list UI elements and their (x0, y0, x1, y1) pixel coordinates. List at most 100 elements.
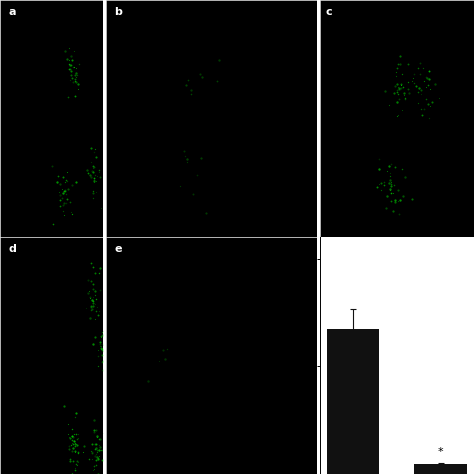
Point (188, 90, 195, 98)
Point (91, 465, 98, 473)
Point (414, 64, 421, 72)
Point (410, 80, 418, 87)
Point (422, 83, 430, 91)
Point (419, 64, 427, 72)
Point (405, 89, 412, 97)
Point (420, 106, 428, 113)
Point (60, 200, 68, 207)
Point (89, 162, 96, 170)
Text: f: f (296, 225, 301, 235)
Point (395, 210, 402, 218)
Point (59, 207, 67, 215)
Point (395, 84, 403, 91)
Point (73, 178, 80, 186)
Point (393, 86, 401, 94)
Point (418, 91, 425, 98)
Point (425, 68, 433, 75)
Point (99, 347, 107, 355)
Point (96, 340, 104, 347)
Point (90, 299, 97, 307)
Point (69, 444, 77, 452)
Point (89, 263, 97, 271)
Point (187, 86, 194, 94)
Point (86, 287, 93, 295)
Point (64, 420, 72, 428)
Point (75, 430, 82, 438)
Point (91, 300, 99, 308)
Point (92, 426, 100, 434)
Point (98, 204, 105, 212)
Point (81, 442, 88, 450)
Point (58, 194, 65, 202)
Point (162, 356, 169, 363)
Point (97, 333, 104, 341)
Point (99, 429, 107, 437)
Point (72, 410, 79, 417)
Point (69, 457, 77, 465)
Point (69, 63, 77, 71)
Point (73, 442, 81, 449)
Point (86, 314, 94, 322)
Point (99, 357, 107, 365)
Point (75, 60, 82, 68)
Point (89, 449, 96, 456)
Point (386, 169, 393, 176)
Point (89, 302, 96, 310)
Point (61, 187, 69, 194)
Point (91, 452, 99, 460)
Point (91, 269, 99, 277)
Point (62, 47, 69, 55)
Point (395, 95, 402, 103)
Point (67, 209, 75, 216)
Point (396, 53, 404, 60)
Point (94, 456, 101, 463)
Point (84, 276, 92, 283)
Point (95, 436, 103, 443)
Point (68, 432, 76, 440)
Point (73, 460, 80, 468)
Point (64, 168, 71, 175)
Point (422, 73, 429, 81)
Point (400, 91, 408, 99)
Point (394, 197, 402, 205)
Point (377, 179, 384, 186)
Point (87, 302, 94, 310)
Point (91, 426, 98, 434)
Text: a: a (8, 7, 16, 17)
Point (417, 86, 425, 93)
Point (95, 168, 102, 175)
Point (91, 440, 99, 448)
Point (99, 366, 107, 374)
Point (184, 77, 191, 84)
Point (86, 171, 94, 178)
Point (56, 191, 64, 199)
Point (65, 60, 73, 68)
Point (91, 292, 99, 299)
Point (414, 89, 422, 96)
Point (71, 447, 79, 455)
Point (70, 63, 78, 71)
Point (189, 190, 197, 198)
Point (68, 447, 76, 455)
Point (65, 56, 73, 64)
Point (99, 456, 107, 464)
Point (99, 331, 107, 339)
Point (88, 305, 95, 312)
Point (72, 442, 79, 450)
Point (99, 328, 106, 336)
Point (401, 94, 409, 102)
Point (401, 173, 409, 180)
Point (381, 178, 388, 186)
Point (423, 74, 431, 82)
Text: d: d (8, 244, 16, 254)
Point (73, 457, 81, 465)
Point (69, 470, 76, 474)
Point (89, 187, 97, 194)
Point (54, 172, 62, 180)
Point (94, 311, 101, 319)
Point (89, 194, 97, 201)
Point (72, 78, 79, 85)
Point (89, 167, 96, 174)
Point (72, 431, 79, 438)
Point (74, 449, 82, 457)
